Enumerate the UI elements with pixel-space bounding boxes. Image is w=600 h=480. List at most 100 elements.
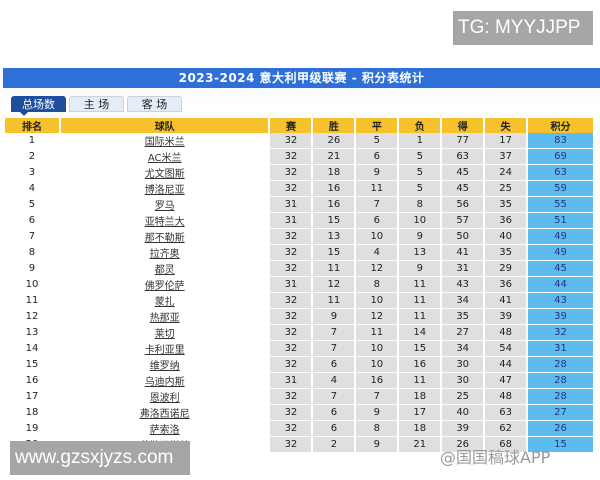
stat-cell: 25 xyxy=(441,388,486,405)
team-cell: 热那亚 xyxy=(59,308,271,325)
stat-cell: 45 xyxy=(441,164,486,181)
column-header[interactable]: 赛 xyxy=(269,118,314,133)
stat-cell: 7 xyxy=(312,388,357,405)
team-link[interactable]: 国际米兰 xyxy=(144,137,185,148)
rank-cell: 18 xyxy=(5,404,61,421)
tab-away[interactable]: 客 场 xyxy=(127,96,182,112)
team-cell: 弗洛西诺尼 xyxy=(59,404,271,421)
table-row: 19 萨索洛 32 6 8 18 39 62 26 xyxy=(5,420,595,437)
table-body: 1 国际米兰 32 26 5 1 77 17 83 2 AC米兰 32 21 6 5 63 37 69 3 尤文图斯 3… xyxy=(5,133,595,453)
stat-cell: 35 xyxy=(484,196,529,213)
column-header[interactable]: 负 xyxy=(398,118,443,133)
stat-cell: 40 xyxy=(484,228,529,245)
column-header[interactable]: 失 xyxy=(484,118,529,133)
points-cell: 26 xyxy=(527,420,595,437)
stat-cell: 17 xyxy=(398,404,443,421)
stat-cell: 12 xyxy=(355,308,400,325)
tab-bar: 总场数 主 场 客 场 xyxy=(11,96,182,116)
team-link[interactable]: 尤文图斯 xyxy=(144,169,185,180)
column-header[interactable]: 胜 xyxy=(312,118,357,133)
column-header[interactable]: 平 xyxy=(355,118,400,133)
watermark-tg: TG: MYYJJPP xyxy=(453,11,593,45)
stat-cell: 10 xyxy=(355,340,400,357)
team-cell: 维罗纳 xyxy=(59,356,271,373)
stat-cell: 8 xyxy=(355,420,400,437)
team-link[interactable]: AC米兰 xyxy=(147,153,182,164)
team-link[interactable]: 佛罗伦萨 xyxy=(144,281,185,292)
rank-cell: 9 xyxy=(5,260,61,277)
team-link[interactable]: 那不勒斯 xyxy=(144,233,185,244)
stat-cell: 10 xyxy=(355,356,400,373)
team-cell: 莱切 xyxy=(59,324,271,341)
table-row: 7 那不勒斯 32 13 10 9 50 40 49 xyxy=(5,228,595,245)
team-cell: 拉齐奥 xyxy=(59,244,271,261)
team-link[interactable]: 卡利亚里 xyxy=(144,345,185,356)
column-header[interactable]: 得 xyxy=(441,118,486,133)
stat-cell: 13 xyxy=(398,244,443,261)
points-cell: 28 xyxy=(527,356,595,373)
stat-cell: 24 xyxy=(484,164,529,181)
team-link[interactable]: 亚特兰大 xyxy=(144,217,185,228)
stat-cell: 31 xyxy=(269,372,314,389)
stat-cell: 56 xyxy=(441,196,486,213)
team-link[interactable]: 恩波利 xyxy=(149,393,180,404)
points-cell: 27 xyxy=(527,404,595,421)
stat-cell: 48 xyxy=(484,388,529,405)
column-header[interactable]: 球队 xyxy=(59,118,271,133)
team-link[interactable]: 萨索洛 xyxy=(149,425,180,436)
stat-cell: 27 xyxy=(441,324,486,341)
points-cell: 44 xyxy=(527,276,595,293)
team-cell: 乌迪内斯 xyxy=(59,372,271,389)
points-cell: 45 xyxy=(527,260,595,277)
stat-cell: 32 xyxy=(269,133,314,149)
stat-cell: 21 xyxy=(312,148,357,165)
tab-home[interactable]: 主 场 xyxy=(69,96,124,112)
points-cell: 28 xyxy=(527,372,595,389)
stat-cell: 10 xyxy=(355,292,400,309)
table-header: 排名 球队赛胜平负得失积分 xyxy=(5,118,595,133)
team-link[interactable]: 维罗纳 xyxy=(149,361,180,372)
stat-cell: 5 xyxy=(398,148,443,165)
points-cell: 43 xyxy=(527,292,595,309)
stat-cell: 8 xyxy=(355,276,400,293)
team-link[interactable]: 乌迪内斯 xyxy=(144,377,185,388)
stat-cell: 32 xyxy=(269,436,314,453)
stat-cell: 7 xyxy=(355,196,400,213)
team-link[interactable]: 热那亚 xyxy=(149,313,180,324)
column-header[interactable]: 排名 xyxy=(5,118,61,133)
stat-cell: 32 xyxy=(269,308,314,325)
team-link[interactable]: 蒙扎 xyxy=(154,297,175,308)
stat-cell: 34 xyxy=(441,340,486,357)
column-header[interactable]: 积分 xyxy=(527,118,595,133)
points-cell: 49 xyxy=(527,244,595,261)
team-link[interactable]: 弗洛西诺尼 xyxy=(139,409,190,420)
table-row: 15 维罗纳 32 6 10 16 30 44 28 xyxy=(5,356,595,373)
stat-cell: 9 xyxy=(355,436,400,453)
tab-overall[interactable]: 总场数 xyxy=(11,96,66,116)
team-link[interactable]: 拉齐奥 xyxy=(149,249,180,260)
stat-cell: 15 xyxy=(312,244,357,261)
points-cell: 59 xyxy=(527,180,595,197)
team-link[interactable]: 莱切 xyxy=(154,329,175,340)
page-title: 2023-2024 意大利甲级联赛 - 积分表统计 xyxy=(3,68,600,88)
team-link[interactable]: 都灵 xyxy=(154,265,175,276)
stat-cell: 30 xyxy=(441,372,486,389)
stat-cell: 2 xyxy=(312,436,357,453)
table-row: 9 都灵 32 11 12 9 31 29 45 xyxy=(5,260,595,277)
stat-cell: 32 xyxy=(269,260,314,277)
stat-cell: 31 xyxy=(269,196,314,213)
team-cell: 博洛尼亚 xyxy=(59,180,271,197)
team-link[interactable]: 博洛尼亚 xyxy=(144,185,185,196)
stat-cell: 39 xyxy=(484,308,529,325)
rank-cell: 6 xyxy=(5,212,61,229)
stat-cell: 39 xyxy=(441,420,486,437)
table-row: 13 莱切 32 7 11 14 27 48 32 xyxy=(5,324,595,341)
table-row: 17 恩波利 32 7 7 18 25 48 28 xyxy=(5,388,595,405)
team-link[interactable]: 罗马 xyxy=(154,201,175,212)
points-cell: 15 xyxy=(527,436,595,453)
stat-cell: 7 xyxy=(312,340,357,357)
rank-cell: 15 xyxy=(5,356,61,373)
stat-cell: 25 xyxy=(484,180,529,197)
rank-cell: 12 xyxy=(5,308,61,325)
stat-cell: 63 xyxy=(484,404,529,421)
